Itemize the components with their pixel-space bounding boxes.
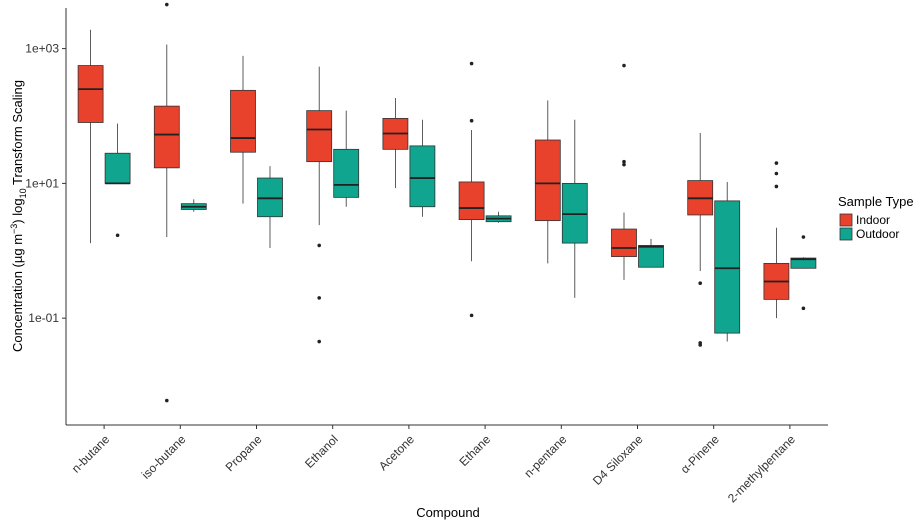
y-axis-title: Concentration (µg m−3) log10 Transform S… [9,80,28,352]
y-axis-title-prefix: Concentration (µg m [10,234,25,352]
box-iqr [638,245,664,268]
box-iqr [611,228,637,257]
y-axis-title-sub: 10 [18,188,28,198]
x-ticks: n-butane iso-butane Propane Ethanol Acetone E… [69,425,798,505]
outlier-point [317,243,322,248]
box-indoor-acetone [382,97,409,189]
box-iqr [257,177,283,218]
y-tick-label: 1e+01 [25,176,59,190]
legend-key-outdoor [839,227,853,241]
y-axis-title-sup: −3 [9,224,19,234]
box-iqr [534,139,561,222]
box-outdoor-iso-butane [180,199,207,212]
box-iqr [714,200,741,334]
box-outdoor-ethanol [333,110,360,207]
x-tick-label-n-butane: n-butane [69,432,113,476]
y-ticks: 1e+03 1e+01 1e-01 [25,42,66,325]
outlier-point [622,159,626,164]
x-tick-label-n-pentane: n-pentane [521,432,569,480]
box-iqr [409,145,436,208]
x-tick-label-acetone: Acetone [376,432,417,473]
box-iqr [790,257,817,269]
outlier-point [317,296,322,300]
outlier-point [317,339,322,344]
box-outdoor-n-butane [104,123,131,238]
axes [65,8,828,426]
outlier-point [774,161,779,165]
outlier-point [698,281,702,286]
x-tick-label-ethane: Ethane [456,432,493,469]
box-outdoor-propane [257,166,283,248]
x-tick-label-iso-butane: iso-butane [139,432,189,482]
outlier-point [469,313,474,318]
y-axis-title-suffix: Transform Scaling [10,80,25,188]
y-tick-label: 1e-01 [28,311,59,325]
y-axis-title-mid: ) log [10,198,25,223]
x-axis-title: Compound [416,505,480,520]
legend-label-indoor: Indoor [856,213,890,227]
legend-title: Sample Type [838,194,914,209]
x-tick-label-ethanol: Ethanol [302,432,341,471]
box-iqr [458,181,485,221]
box-iqr [104,152,131,184]
box-iqr [333,148,360,198]
box-outdoor-ethane [485,211,512,223]
x-tick-label-2-methylpentane: 2-methylpentane [725,432,798,505]
box-outdoor-pinene [714,181,741,342]
box-indoor-ethanol [306,66,333,344]
box-indoor-pinene [687,132,714,347]
outlier-point [622,63,626,68]
outlier-point [469,61,474,66]
x-tick-label-propane: Propane [223,432,265,474]
box-indoor-d4-siloxane [611,63,637,280]
outlier-point [774,171,779,176]
legend-label-outdoor: Outdoor [856,227,899,241]
legend-key-indoor [839,213,853,227]
outlier-point [698,343,702,347]
outlier-point [801,235,806,239]
box-indoor-ethane [458,61,485,318]
x-tick-label-d4-siloxane: D4 Siloxane [590,432,646,488]
box-indoor-propane [230,55,256,204]
box-outdoor-n-pentane [561,119,588,298]
box-outdoor-d4-siloxane [638,238,664,268]
box-outdoor-acetone [409,119,436,217]
outlier-point [165,2,169,7]
outlier-point [115,233,120,238]
outlier-point [469,118,474,123]
outlier-point [774,184,779,189]
box-iqr [306,110,333,163]
y-tick-label: 1e+03 [25,42,59,56]
box-iqr [77,65,104,123]
box-iqr [230,89,256,153]
box-indoor-n-butane [77,29,104,244]
plot-marks [77,2,817,403]
x-tick-label-pinene: α-Pinene [678,432,722,476]
box-indoor-2-methylpentane [763,161,790,319]
outlier-point [801,306,806,311]
box-indoor-n-pentane [534,100,561,264]
outlier-point [165,398,169,403]
box-indoor-iso-butane [153,2,180,403]
box-outdoor-2-methylpentane [790,235,817,311]
outlier-point [622,162,626,167]
legend: Sample Type Indoor Outdoor [838,194,914,241]
box-iqr [153,105,180,169]
